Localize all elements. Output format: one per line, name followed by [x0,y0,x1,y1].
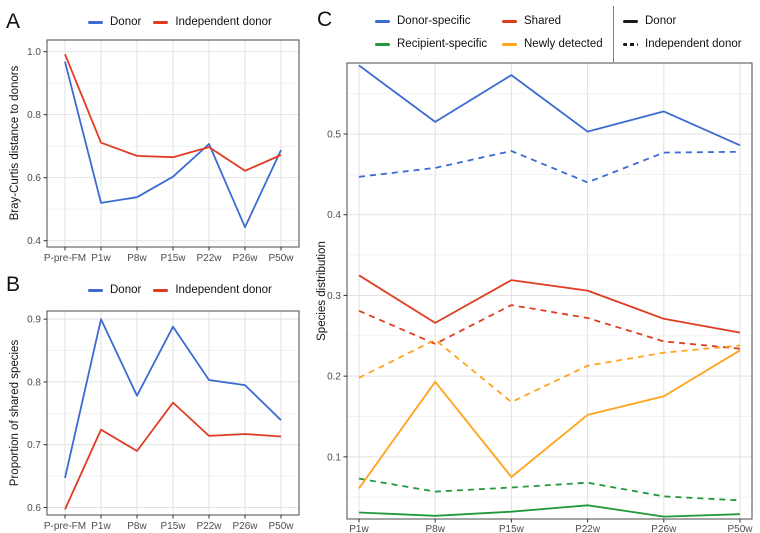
legend-item-linetype-donor: Donor [623,14,676,28]
panel-a: 0.4 0.6 0.8 1.0 P-pre-FM P1w P8w P15w P22w P26w P5… [27,39,300,264]
y-tick-label: 0.8 [27,110,41,121]
x-tick-label: P50w [727,524,753,533]
legend-item-donor-specific: Donor-specific [375,14,471,28]
legend-label: Recipient-specific [397,38,488,50]
legend-key-line [88,288,103,292]
panel-c: 0.1 0.2 0.3 0.4 0.5 P1w P8w P15w P22w P26w P50w [327,62,753,533]
x-tick-label: P1w [349,524,369,533]
legend-key-line [502,19,517,23]
legend-panel-c-col1: Donor-specific Recipient-specific [375,14,487,51]
series-line-recipient-specific-independent-donor [358,477,741,502]
x-tick-label: P8w [425,524,445,533]
legend-label: Donor [645,15,677,27]
y-tick-label: 0.8 [27,377,41,388]
y-tick-label: 0.7 [27,440,41,451]
series-line-donor [64,61,282,229]
x-tick-label: P22w [196,521,222,532]
y-tick-label: 0.3 [327,291,341,302]
x-tick-label: P26w [232,253,258,264]
x-tick-label: P8w [127,253,147,264]
legend-label: Donor [110,284,142,296]
x-tick-label: P-pre-FM [44,521,86,532]
legend-key-line [153,288,169,292]
legend-item-donor: Donor [88,15,141,29]
x-tick-label: P50w [268,521,294,532]
series-line-donor-specific-donor [358,64,741,147]
y-tick-label: 0.6 [27,173,41,184]
y-tick-label: 0.6 [27,503,41,514]
legend-key-dashed-line [623,42,638,46]
x-tick-label: P26w [651,524,677,533]
legend-key-line [375,42,390,46]
legend-panel-c-col2: Shared Newly detected [502,14,603,51]
y-axis-title-a: Bray-Curtis distance to donors [9,65,21,221]
x-tick-label: P-pre-FM [44,253,86,264]
panel-label-c: C [317,8,333,31]
legend-key-line [502,42,517,46]
x-tick-label: P15w [160,521,186,532]
series-line-newly-detected-independent-donor [358,338,741,403]
series-line-independent-donor [64,401,282,510]
x-tick-label: P1w [91,521,111,532]
y-axis-title-c: Species distribution [316,241,328,341]
x-tick-label: P8w [127,521,147,532]
legend-item-donor: Donor [88,283,141,297]
legend-label: Independent donor [175,16,272,28]
legend-item-independent-donor: Independent donor [153,283,272,297]
legend-separator [613,6,614,62]
legend-label: Donor [110,16,142,28]
legend-item-independent-donor: Independent donor [153,15,272,29]
panel-b: 0.6 0.7 0.8 0.9 P-pre-FM P1w P8w P15w P22w P26w P5… [27,310,300,532]
legend-label: Newly detected [524,38,603,50]
legend-panel-c-linetypes: Donor Independent donor [623,14,742,51]
legend-key-line [375,19,390,23]
y-axis-title-b: Proportion of shared species [9,339,21,487]
x-tick-label: P50w [268,253,294,264]
legend-item-newly-detected: Newly detected [502,37,603,51]
legend-label: Independent donor [175,284,272,296]
y-tick-label: 0.4 [327,210,341,221]
series-line-recipient-specific-donor [358,504,741,518]
x-tick-label: P22w [196,253,222,264]
y-tick-label: 0.2 [327,372,341,383]
legend-panel-a: Donor Independent donor [88,15,272,29]
y-tick-label: 0.4 [27,236,41,247]
legend-key-line [153,20,169,24]
panel-label-b: B [6,273,21,296]
panel-label-a: A [6,10,21,33]
y-tick-label: 0.1 [327,452,341,463]
x-tick-label: P22w [575,524,601,533]
series-line-newly-detected-donor [358,349,741,489]
series-line-shared-independent-donor [358,304,741,350]
legend-item-shared: Shared [502,14,561,28]
y-tick-label: 0.5 [327,130,341,141]
panel-border [346,62,753,520]
legend-item-recipient-specific: Recipient-specific [375,37,487,51]
x-tick-label: P26w [232,521,258,532]
legend-label: Independent donor [645,38,742,50]
legend-key-line [88,20,103,24]
legend-label: Donor-specific [397,15,471,27]
series-line-shared-donor [358,274,741,334]
x-tick-label: P1w [91,253,111,264]
series-line-donor [64,318,282,479]
x-tick-label: P15w [499,524,525,533]
legend-key-solid-line [623,19,638,23]
y-tick-label: 1.0 [27,47,41,58]
y-tick-label: 0.9 [27,315,41,326]
legend-panel-b: Donor Independent donor [88,283,272,297]
legend-item-linetype-independent-donor: Independent donor [623,37,742,51]
series-line-independent-donor [64,53,282,172]
x-tick-label: P15w [160,253,186,264]
legend-label: Shared [524,15,562,27]
series-line-donor-specific-independent-donor [358,150,741,184]
